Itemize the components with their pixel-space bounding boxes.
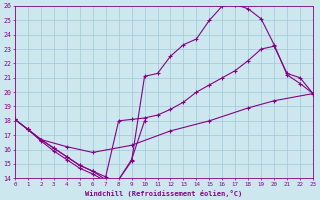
X-axis label: Windchill (Refroidissement éolien,°C): Windchill (Refroidissement éolien,°C) [85, 190, 243, 197]
